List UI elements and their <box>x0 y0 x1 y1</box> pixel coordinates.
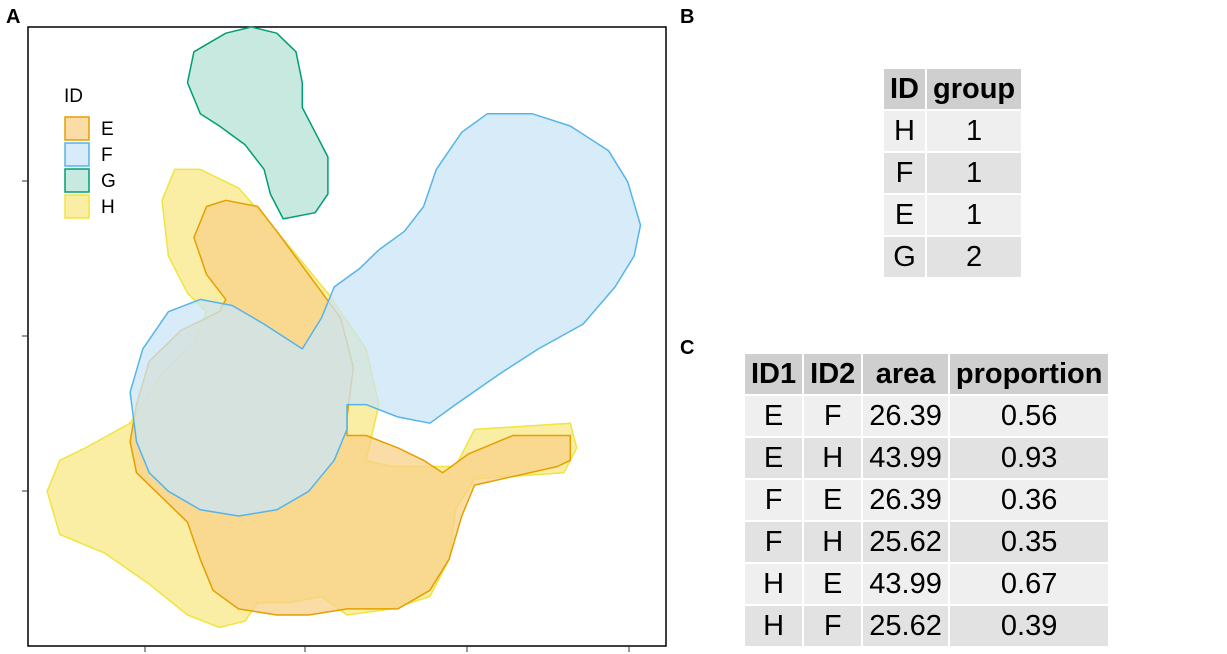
table-cell: 0.39 <box>949 606 1109 646</box>
table-cell: 1 <box>927 195 1022 235</box>
table-cell: 0.35 <box>949 522 1109 562</box>
table-cell: F <box>804 396 862 436</box>
series-g-area <box>186 26 329 220</box>
table-cell: 26.39 <box>863 480 948 520</box>
table-cell: E <box>804 480 862 520</box>
table-row: E H 43.99 0.93 <box>745 438 1109 478</box>
table-header-row: ID group <box>884 69 1022 109</box>
table-cell: E <box>804 564 862 604</box>
column-header: ID <box>884 69 925 109</box>
legend-title: ID <box>64 86 83 107</box>
panel-label-b: B <box>680 6 695 28</box>
table-cell: 0.36 <box>949 480 1109 520</box>
table-cell: H <box>804 438 862 478</box>
legend-key-h <box>64 194 90 219</box>
series-layer <box>46 26 642 629</box>
table-row: E F 26.39 0.56 <box>745 396 1109 436</box>
table-cell: 1 <box>927 111 1022 151</box>
legend-label-e: E <box>101 119 114 140</box>
column-header: ID2 <box>804 354 862 394</box>
legend-label-g: G <box>101 171 116 192</box>
table-row: H E 43.99 0.67 <box>745 564 1109 604</box>
table-cell: E <box>884 195 925 235</box>
table-cell: H <box>884 111 925 151</box>
table-cell: H <box>745 564 803 604</box>
panel-label-a: A <box>6 6 21 28</box>
table-cell: E <box>745 396 803 436</box>
overlap-table: ID1 ID2 area proportion E F 26.39 0.56 E H 43.99 0… <box>743 352 1110 648</box>
table-cell: F <box>804 606 862 646</box>
legend-key-g <box>64 168 90 193</box>
table-cell: F <box>884 153 925 193</box>
legend-label-h: H <box>101 197 115 218</box>
table-cell: E <box>745 438 803 478</box>
column-header: group <box>927 69 1022 109</box>
table-cell: H <box>745 606 803 646</box>
table-header-row: ID1 ID2 area proportion <box>745 354 1109 394</box>
legend-key-e <box>64 116 90 141</box>
table-cell: 25.62 <box>863 606 948 646</box>
table-cell: 1 <box>927 153 1022 193</box>
axis-ticks <box>22 180 630 652</box>
table-cell: 26.39 <box>863 396 948 436</box>
table-cell: 2 <box>927 237 1022 277</box>
column-header: proportion <box>949 354 1109 394</box>
series-f-area <box>129 112 642 517</box>
table-cell: 0.56 <box>949 396 1109 436</box>
table-cell: G <box>884 237 925 277</box>
legend-key-f <box>64 142 90 167</box>
table-cell: 43.99 <box>863 438 948 478</box>
table-row: F H 25.62 0.35 <box>745 522 1109 562</box>
table-cell: 0.93 <box>949 438 1109 478</box>
table-cell: F <box>745 480 803 520</box>
table-row: H F 25.62 0.39 <box>745 606 1109 646</box>
table-row: F E 26.39 0.36 <box>745 480 1109 520</box>
table-cell: 0.67 <box>949 564 1109 604</box>
legend-label-f: F <box>101 145 113 166</box>
column-header: ID1 <box>745 354 803 394</box>
table-cell: 43.99 <box>863 564 948 604</box>
column-header: area <box>863 354 948 394</box>
table-cell: 25.62 <box>863 522 948 562</box>
table-cell: F <box>745 522 803 562</box>
table-cell: H <box>804 522 862 562</box>
panel-label-c: C <box>680 337 695 359</box>
